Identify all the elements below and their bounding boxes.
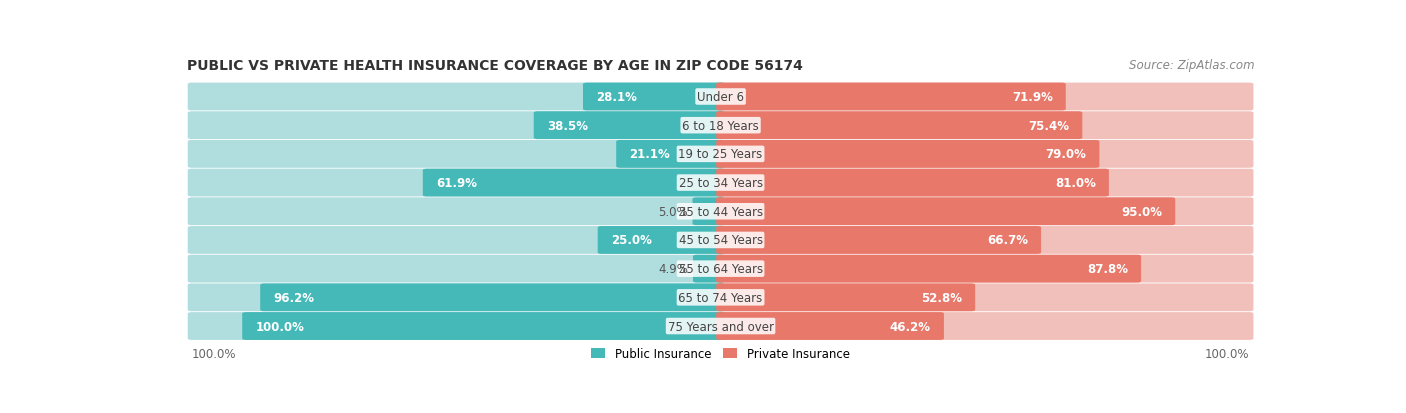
FancyBboxPatch shape xyxy=(716,141,1253,169)
FancyBboxPatch shape xyxy=(583,83,725,111)
FancyBboxPatch shape xyxy=(716,83,1066,111)
FancyBboxPatch shape xyxy=(693,198,725,225)
FancyBboxPatch shape xyxy=(242,312,725,340)
Text: 46.2%: 46.2% xyxy=(890,320,931,333)
Text: 25.0%: 25.0% xyxy=(610,234,651,247)
Text: 35 to 44 Years: 35 to 44 Years xyxy=(679,205,762,218)
FancyBboxPatch shape xyxy=(188,255,725,283)
Text: 6 to 18 Years: 6 to 18 Years xyxy=(682,119,759,133)
Text: 5.0%: 5.0% xyxy=(658,205,688,218)
FancyBboxPatch shape xyxy=(716,169,1253,197)
Text: 28.1%: 28.1% xyxy=(596,91,637,104)
Text: 19 to 25 Years: 19 to 25 Years xyxy=(679,148,762,161)
FancyBboxPatch shape xyxy=(716,169,1109,197)
Text: 52.8%: 52.8% xyxy=(921,291,962,304)
Text: 25 to 34 Years: 25 to 34 Years xyxy=(679,177,762,190)
FancyBboxPatch shape xyxy=(716,226,1253,254)
Text: 38.5%: 38.5% xyxy=(547,119,588,133)
FancyBboxPatch shape xyxy=(716,284,1253,311)
FancyBboxPatch shape xyxy=(716,312,1253,340)
Text: 71.9%: 71.9% xyxy=(1012,91,1053,104)
FancyBboxPatch shape xyxy=(716,312,943,340)
Text: Under 6: Under 6 xyxy=(697,91,744,104)
FancyBboxPatch shape xyxy=(716,284,976,311)
Text: 75 Years and over: 75 Years and over xyxy=(668,320,773,333)
Text: 81.0%: 81.0% xyxy=(1054,177,1095,190)
Text: 87.8%: 87.8% xyxy=(1087,263,1128,275)
FancyBboxPatch shape xyxy=(716,198,1175,225)
Text: PUBLIC VS PRIVATE HEALTH INSURANCE COVERAGE BY AGE IN ZIP CODE 56174: PUBLIC VS PRIVATE HEALTH INSURANCE COVER… xyxy=(187,59,803,73)
FancyBboxPatch shape xyxy=(716,198,1253,225)
Text: 65 to 74 Years: 65 to 74 Years xyxy=(679,291,762,304)
FancyBboxPatch shape xyxy=(716,83,1253,111)
Text: 4.9%: 4.9% xyxy=(659,263,689,275)
Text: 96.2%: 96.2% xyxy=(273,291,315,304)
FancyBboxPatch shape xyxy=(188,141,725,169)
FancyBboxPatch shape xyxy=(616,141,725,169)
Text: Source: ZipAtlas.com: Source: ZipAtlas.com xyxy=(1129,59,1254,72)
Text: 100.0%: 100.0% xyxy=(193,347,236,360)
Legend: Public Insurance, Private Insurance: Public Insurance, Private Insurance xyxy=(586,342,855,365)
FancyBboxPatch shape xyxy=(423,169,725,197)
FancyBboxPatch shape xyxy=(716,141,1099,169)
FancyBboxPatch shape xyxy=(716,255,1142,283)
FancyBboxPatch shape xyxy=(716,255,1253,283)
FancyBboxPatch shape xyxy=(188,226,725,254)
Text: 75.4%: 75.4% xyxy=(1028,119,1069,133)
Text: 66.7%: 66.7% xyxy=(987,234,1028,247)
Text: 55 to 64 Years: 55 to 64 Years xyxy=(679,263,762,275)
FancyBboxPatch shape xyxy=(188,198,725,225)
FancyBboxPatch shape xyxy=(693,255,725,283)
FancyBboxPatch shape xyxy=(188,169,725,197)
Text: 79.0%: 79.0% xyxy=(1046,148,1087,161)
FancyBboxPatch shape xyxy=(188,112,725,140)
FancyBboxPatch shape xyxy=(188,312,725,340)
FancyBboxPatch shape xyxy=(716,226,1040,254)
FancyBboxPatch shape xyxy=(534,112,725,140)
FancyBboxPatch shape xyxy=(716,112,1253,140)
FancyBboxPatch shape xyxy=(716,112,1083,140)
Text: 100.0%: 100.0% xyxy=(256,320,304,333)
FancyBboxPatch shape xyxy=(188,83,725,111)
Text: 100.0%: 100.0% xyxy=(1205,347,1249,360)
Text: 45 to 54 Years: 45 to 54 Years xyxy=(679,234,762,247)
Text: 21.1%: 21.1% xyxy=(630,148,671,161)
FancyBboxPatch shape xyxy=(598,226,725,254)
Text: 61.9%: 61.9% xyxy=(436,177,477,190)
Text: 95.0%: 95.0% xyxy=(1121,205,1163,218)
FancyBboxPatch shape xyxy=(188,284,725,311)
FancyBboxPatch shape xyxy=(260,284,725,311)
